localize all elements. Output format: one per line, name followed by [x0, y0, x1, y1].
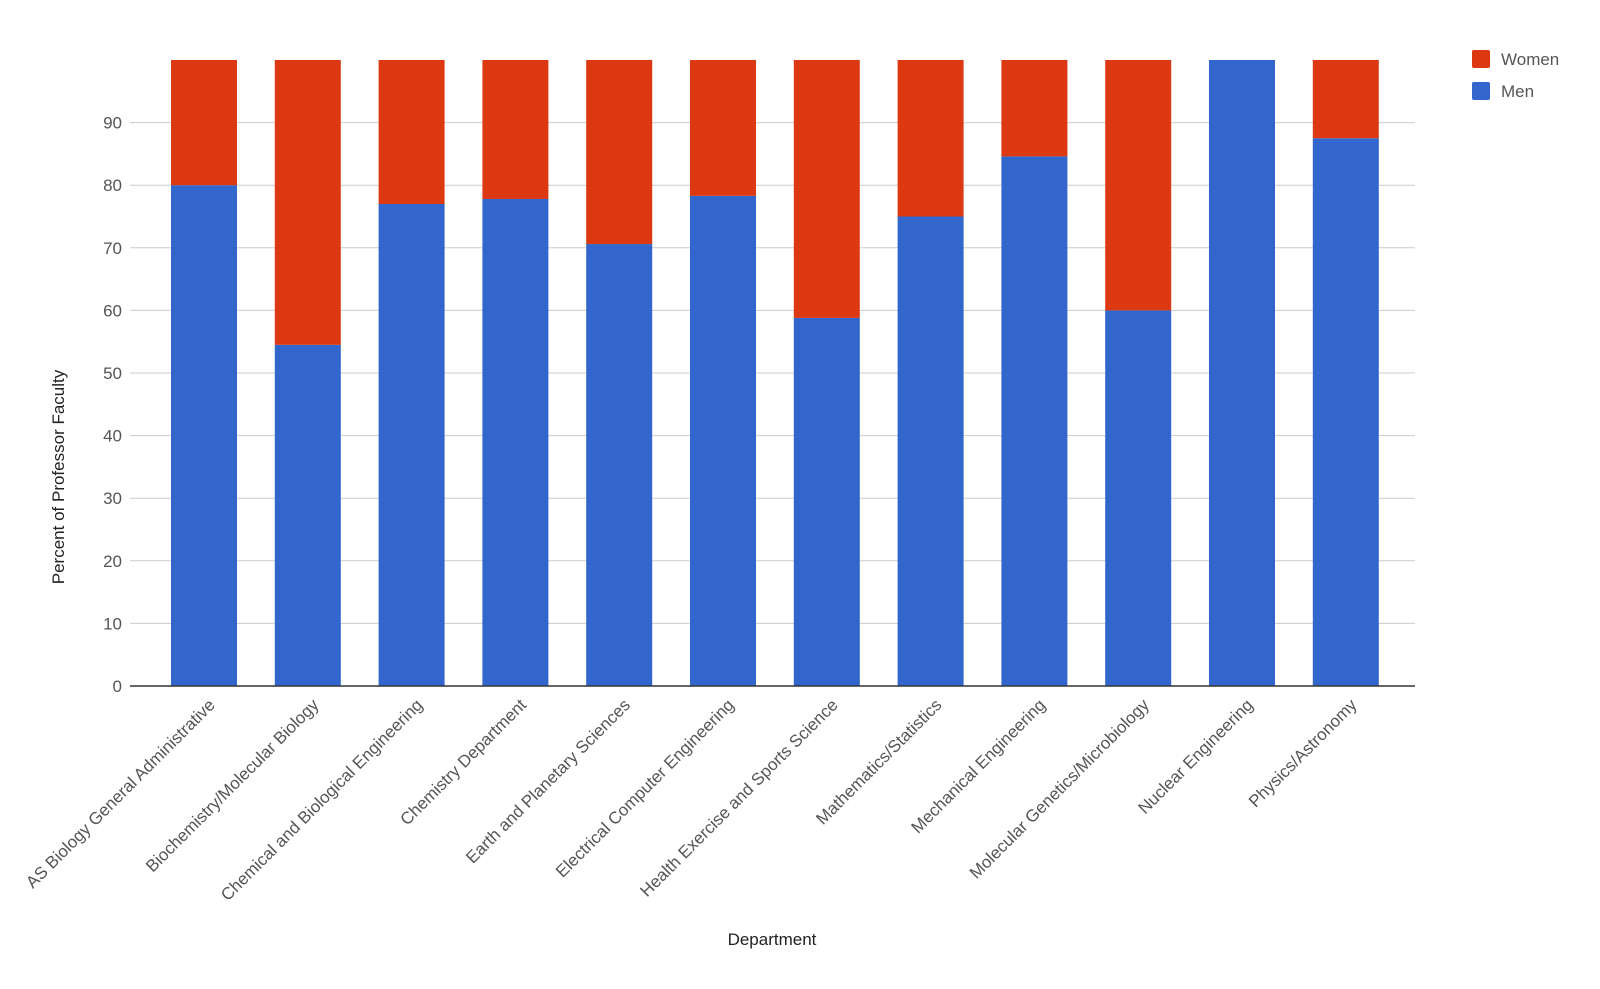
- x-category-label: Biochemistry/Molecular Biology: [142, 695, 323, 876]
- x-category-label: Electrical Computer Engineering: [552, 695, 738, 881]
- bar-women: [1312, 60, 1379, 139]
- x-axis-category-labels: AS Biology General AdministrativeBiochem…: [22, 695, 1361, 905]
- y-tick-label: 30: [103, 489, 122, 508]
- x-category-label: Health Exercise and Sports Science: [636, 695, 841, 900]
- y-tick-label: 60: [103, 301, 122, 320]
- bar-women: [171, 60, 237, 186]
- bar-women: [897, 60, 964, 217]
- bar-men: [1209, 60, 1275, 686]
- y-tick-label: 20: [103, 552, 122, 571]
- y-tick-label: 50: [103, 364, 122, 383]
- bar-men: [378, 203, 445, 687]
- bar-women: [378, 60, 445, 204]
- bar-women: [274, 60, 341, 345]
- x-category-label: Chemical and Biological Engineering: [217, 695, 426, 904]
- gridlines: [130, 122, 1415, 624]
- y-tick-label: 0: [113, 677, 122, 696]
- y-tick-label: 40: [103, 427, 122, 446]
- bars: [171, 60, 1379, 687]
- y-tick-label: 10: [103, 614, 122, 633]
- bar-women: [1001, 60, 1068, 157]
- bar-men: [1001, 156, 1068, 687]
- bar-women: [1105, 60, 1172, 311]
- x-category-label: AS Biology General Administrative: [22, 695, 219, 892]
- bar-women: [482, 60, 549, 199]
- bar-women: [586, 60, 653, 245]
- x-category-label: Physics/Astronomy: [1245, 695, 1361, 811]
- bar-men: [482, 198, 549, 687]
- bar-men: [586, 244, 653, 686]
- legend-swatch-women: [1472, 50, 1490, 68]
- x-category-label: Earth and Planetary Sciences: [462, 695, 634, 867]
- bar-men: [690, 195, 756, 687]
- legend-label-men: Men: [1501, 82, 1534, 101]
- y-tick-label: 70: [103, 239, 122, 258]
- x-category-label: Molecular Genetics/Microbiology: [966, 695, 1153, 882]
- y-axis-ticks: 0 10 20 30 40 50 60 70 80 90: [103, 114, 122, 696]
- y-tick-label: 90: [103, 114, 122, 133]
- legend: Women Men: [1472, 50, 1559, 101]
- bar-women: [690, 60, 756, 196]
- x-axis-title: Department: [728, 930, 817, 949]
- legend-label-women: Women: [1501, 50, 1559, 69]
- y-axis-title: Percent of Professor Faculty: [49, 369, 68, 584]
- bar-men: [897, 216, 964, 686]
- bar-women: [793, 60, 860, 318]
- legend-swatch-men: [1472, 82, 1490, 100]
- bar-men: [1105, 310, 1172, 686]
- bar-men: [274, 344, 341, 686]
- x-category-label: Nuclear Engineering: [1134, 695, 1256, 817]
- y-tick-label: 80: [103, 176, 122, 195]
- bar-men: [1312, 138, 1379, 686]
- bar-men: [793, 317, 860, 686]
- bar-men: [171, 185, 237, 686]
